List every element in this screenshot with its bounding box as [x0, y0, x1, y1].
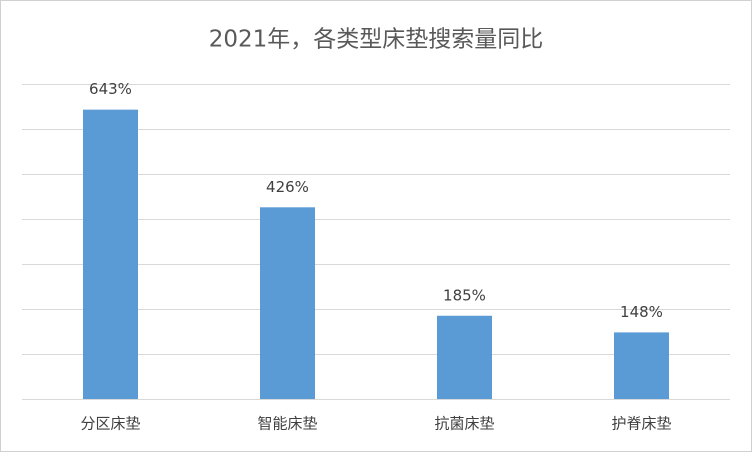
x-tick-label: 护脊床垫: [611, 415, 671, 433]
x-tick-label: 分区床垫: [80, 415, 140, 433]
x-tick-label: 抗菌床垫: [434, 415, 494, 433]
bar: [437, 315, 492, 399]
data-label: 426%: [266, 178, 309, 196]
bar: [260, 207, 315, 399]
x-tick-label: 智能床垫: [257, 415, 317, 433]
data-label: 148%: [620, 303, 663, 321]
bar: [614, 332, 669, 399]
data-label: 643%: [89, 80, 132, 98]
data-label: 185%: [443, 286, 486, 304]
chart-title: 2021年，各类型床垫搜索量同比: [209, 27, 544, 53]
bar: [83, 109, 138, 400]
